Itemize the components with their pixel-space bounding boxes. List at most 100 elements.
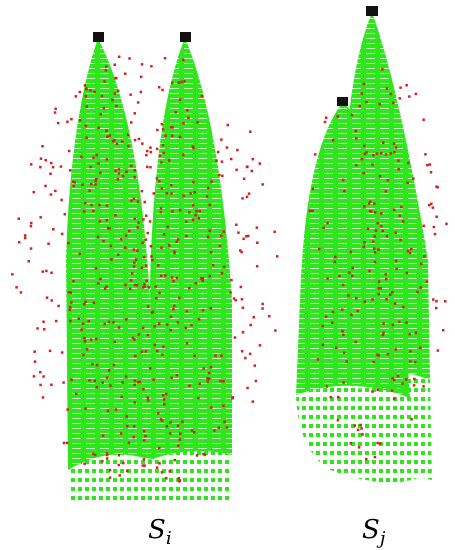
- point: [69, 306, 72, 309]
- point: [83, 337, 86, 340]
- point: [141, 267, 144, 270]
- point: [226, 146, 229, 149]
- point: [68, 291, 71, 294]
- point: [134, 401, 137, 404]
- point: [177, 321, 180, 324]
- point: [219, 380, 222, 383]
- point: [208, 230, 211, 233]
- point: [229, 291, 232, 294]
- point: [103, 107, 106, 110]
- point: [39, 371, 42, 374]
- point: [107, 410, 110, 413]
- point: [195, 210, 198, 213]
- point: [193, 355, 196, 358]
- point: [66, 408, 69, 411]
- point: [150, 151, 153, 154]
- point: [351, 267, 354, 270]
- point: [164, 134, 167, 137]
- point: [70, 379, 73, 382]
- point: [75, 393, 78, 396]
- point: [246, 196, 249, 199]
- point: [208, 372, 211, 375]
- point: [83, 463, 86, 466]
- point: [70, 118, 73, 121]
- point: [261, 307, 264, 310]
- point: [161, 419, 164, 422]
- point: [152, 379, 155, 382]
- point: [198, 383, 201, 386]
- point: [367, 228, 370, 231]
- point: [110, 245, 113, 248]
- point: [145, 350, 148, 353]
- point: [153, 192, 156, 195]
- point: [145, 280, 148, 283]
- point: [413, 378, 416, 381]
- point: [391, 389, 394, 392]
- point: [399, 97, 402, 100]
- point: [67, 242, 70, 245]
- point: [239, 249, 242, 252]
- point: [57, 305, 60, 308]
- point: [342, 284, 345, 287]
- point: [374, 261, 377, 264]
- point: [201, 95, 204, 98]
- cap: [93, 32, 104, 42]
- point: [445, 223, 448, 226]
- point: [422, 119, 425, 122]
- point: [326, 385, 329, 388]
- point: [101, 460, 104, 463]
- point: [103, 323, 106, 326]
- point: [166, 425, 169, 428]
- point: [382, 230, 385, 233]
- point: [325, 117, 328, 120]
- point: [382, 334, 385, 337]
- point: [220, 235, 223, 238]
- point: [186, 310, 189, 313]
- point: [408, 333, 411, 336]
- point: [358, 446, 361, 449]
- point: [376, 354, 379, 357]
- point: [243, 178, 246, 181]
- point: [179, 99, 182, 102]
- point: [11, 273, 14, 276]
- point: [178, 297, 181, 300]
- point: [207, 236, 210, 239]
- point: [142, 286, 145, 289]
- point: [368, 270, 371, 273]
- point: [106, 376, 109, 379]
- point: [162, 346, 165, 349]
- point: [189, 192, 192, 195]
- point: [147, 334, 150, 337]
- point: [33, 375, 36, 378]
- point: [142, 388, 145, 391]
- point: [170, 329, 173, 332]
- point: [43, 328, 46, 331]
- point: [311, 210, 314, 213]
- point: [420, 286, 423, 289]
- point: [147, 397, 150, 400]
- point: [207, 380, 210, 383]
- point: [168, 159, 171, 162]
- point: [106, 204, 109, 207]
- point: [105, 129, 108, 132]
- point: [194, 191, 197, 194]
- point: [355, 164, 358, 167]
- point: [143, 430, 146, 433]
- point: [195, 214, 198, 217]
- point: [442, 329, 445, 332]
- point: [125, 375, 128, 378]
- point: [18, 241, 21, 244]
- point: [114, 341, 117, 344]
- point: [80, 329, 83, 332]
- point: [415, 332, 418, 335]
- point: [221, 175, 224, 178]
- point: [210, 307, 213, 310]
- point: [376, 152, 379, 155]
- point: [20, 291, 23, 294]
- point: [185, 235, 188, 238]
- point: [405, 84, 408, 87]
- point: [42, 270, 45, 273]
- point: [97, 127, 100, 130]
- point: [60, 165, 63, 168]
- point: [220, 355, 223, 358]
